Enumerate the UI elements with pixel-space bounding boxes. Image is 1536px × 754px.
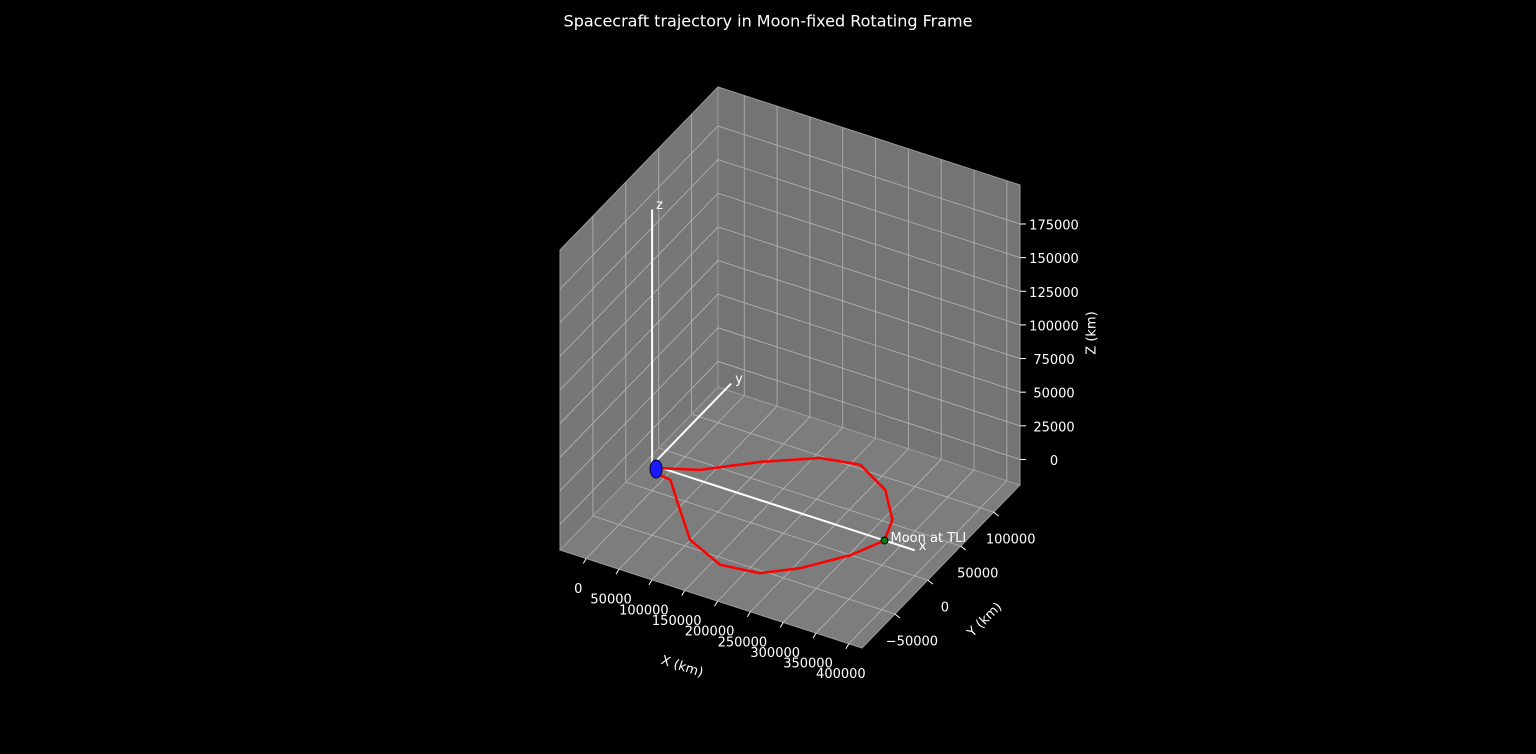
x-tick-label: 150000	[652, 614, 702, 629]
grid-line	[717, 125, 1021, 225]
trajectory	[658, 456, 894, 575]
y-tick-label: 100000	[986, 533, 1036, 548]
moon-label: Moon at TLI	[891, 531, 967, 546]
grid-line	[691, 413, 994, 513]
y-tick-label: 0	[941, 601, 949, 616]
z-axis-label: Z (km)	[1085, 311, 1100, 354]
tick-mark	[681, 590, 686, 596]
grid-line	[658, 447, 961, 547]
y-tick-label: 50000	[957, 567, 998, 582]
tick-mark	[615, 568, 620, 575]
frame-axis-label: y	[735, 372, 743, 387]
x-tick-label: 350000	[783, 657, 833, 672]
grid-line	[559, 226, 719, 391]
tick-mark	[582, 558, 587, 564]
x-tick-label: 200000	[685, 625, 735, 640]
z-tick-label: 100000	[1029, 319, 1079, 334]
z-tick-label: 175000	[1029, 219, 1079, 234]
grid-line	[717, 327, 1021, 427]
x-tick-label: 400000	[816, 667, 866, 682]
z-tick-label: 150000	[1029, 252, 1079, 267]
z-tick-label: 0	[1050, 454, 1058, 469]
tick-mark	[993, 511, 999, 517]
tick-mark	[714, 600, 718, 607]
tick-mark	[648, 579, 653, 586]
y-tick-label: −50000	[886, 635, 938, 650]
z-tick-label: 50000	[1033, 387, 1074, 402]
tick-mark	[779, 622, 784, 628]
x-tick-label: 50000	[590, 593, 631, 608]
tick-mark	[812, 632, 817, 639]
x-axis-label: X (km)	[659, 653, 705, 681]
grid-line	[717, 226, 1021, 326]
tick-mark	[960, 545, 967, 551]
grid-line	[592, 515, 896, 615]
grid-line	[559, 159, 719, 323]
z-tick-label: 125000	[1029, 286, 1079, 301]
frame-axis	[651, 464, 916, 552]
tick-mark	[845, 643, 850, 649]
x-tick-label: 300000	[750, 646, 800, 661]
grid-line	[559, 293, 719, 458]
x-tick-label: 100000	[619, 603, 669, 618]
earth	[649, 459, 663, 479]
grid-line	[717, 159, 1021, 259]
frame-axis-label: x	[919, 539, 927, 554]
tick-mark	[746, 611, 751, 618]
grid-line	[559, 361, 719, 525]
grid-line	[559, 192, 719, 357]
grid-line	[717, 361, 1021, 460]
grid-line	[559, 125, 719, 290]
grid-line	[717, 293, 1021, 393]
y-axis-label: Y (km)	[964, 600, 1005, 641]
chart-title: Spacecraft trajectory in Moon-fixed Rota…	[564, 12, 973, 31]
tick-mark	[927, 579, 934, 585]
moon	[880, 536, 889, 545]
frame-axis-label: z	[656, 198, 663, 213]
z-tick-label: 75000	[1033, 353, 1074, 368]
z-tick-label: 25000	[1033, 420, 1074, 435]
grid-line	[559, 327, 719, 492]
x-tick-label: 250000	[718, 635, 768, 650]
grid-line	[717, 260, 1021, 359]
grid-line	[717, 192, 1021, 292]
pane-back	[717, 86, 1021, 486]
tick-mark	[894, 613, 901, 619]
x-tick-label: 0	[574, 582, 582, 597]
grid-line	[559, 260, 719, 424]
frame-axis	[651, 382, 732, 466]
